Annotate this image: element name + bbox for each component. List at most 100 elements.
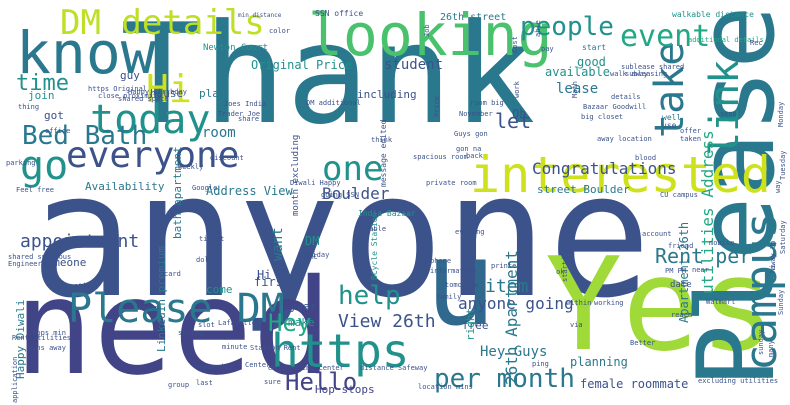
word-hi-lower: hi: [769, 264, 777, 273]
word-tuesday: Tuesday: [779, 150, 787, 180]
word-parking: parking: [6, 159, 36, 167]
word-please-dm: Please DM: [68, 286, 285, 332]
word-lease: lease: [556, 81, 599, 97]
word-better: Better: [630, 339, 656, 347]
word-https-original: https Original: [88, 85, 148, 93]
word-ok: ok: [556, 268, 565, 276]
word-https: https: [271, 324, 410, 378]
word-november: November: [459, 110, 493, 118]
word-sunday-lower: sunday: [757, 329, 765, 355]
word-one: one: [322, 149, 384, 189]
word-big-closet: big closet: [581, 113, 624, 121]
word-walkable-distance: walkable distance: [672, 10, 754, 19]
word-hop-stops: Hop stops: [315, 383, 375, 396]
word-got: got: [44, 109, 64, 122]
word-min-distance: min distance: [238, 12, 282, 19]
word-printer: printer: [491, 262, 521, 270]
word-dm-additional: DM additional: [306, 99, 361, 107]
word-mins-away: mins away: [28, 344, 66, 352]
word-sunday: Sunday: [777, 289, 785, 315]
word-26th-street: 26th street: [440, 12, 507, 23]
word-sure: sure: [264, 378, 281, 386]
word-location-mins: location mins: [418, 383, 473, 391]
word-join: join: [28, 89, 55, 102]
word-share: share: [238, 115, 260, 123]
word-discount: discount: [210, 154, 244, 162]
word-via: via: [570, 321, 583, 329]
word-tomorrow: tomorrow: [445, 281, 479, 289]
word-well: well: [662, 113, 682, 122]
word-rec: Rec: [750, 39, 763, 47]
word-excluding-utilities: excluding utilities: [698, 377, 779, 385]
word-reach: reach: [671, 311, 693, 319]
word-pay: pay: [541, 45, 554, 53]
word-starting: starting: [561, 248, 569, 282]
word-rent-per: Rent per: [655, 244, 752, 268]
word-feel-free: Feel free: [16, 186, 54, 194]
word-today: today: [90, 97, 211, 143]
word-back: back: [466, 152, 483, 160]
word-going-ssn: going SSN: [321, 191, 359, 199]
word-oh: Oh: [512, 107, 527, 121]
word-family: family: [436, 293, 462, 301]
word-use: use: [662, 121, 677, 130]
word-free: free: [462, 319, 489, 332]
word-guys-gon: Guys gon: [454, 130, 488, 138]
word-send: send: [720, 110, 737, 118]
word-bath-apartment: bath apartment: [171, 146, 184, 239]
word-within: within: [566, 299, 592, 307]
word-still: still: [74, 282, 96, 290]
word-umc: UMC: [305, 253, 318, 261]
word-start: start: [582, 43, 607, 52]
word-friday: Friday: [304, 251, 330, 259]
word-know: know: [16, 19, 156, 87]
word-first: first: [254, 275, 291, 289]
word-time: time: [16, 71, 69, 96]
word-working: working: [594, 299, 624, 307]
word-table: Table: [365, 225, 387, 233]
word-u: u: [425, 214, 497, 352]
word-engineering-center: engineering center: [268, 364, 344, 372]
word-trader-joe: Trader Joe: [218, 110, 261, 118]
word-26th-apartment: 26th Apartment: [502, 250, 521, 385]
word-saturday: Saturday: [779, 220, 787, 254]
word-walmart: Walmart: [706, 298, 736, 306]
word-room: room: [202, 125, 236, 141]
word-let: let: [495, 109, 532, 133]
word-details: details: [611, 93, 641, 101]
word-planning: planning: [570, 355, 628, 369]
word-station-rent: Station Rent: [250, 344, 301, 352]
word-right: right: [464, 307, 477, 341]
word-account: account: [642, 230, 672, 238]
word-good: good: [577, 55, 606, 69]
word-center: Center: [245, 361, 271, 369]
word-hey-guys: Hey Guys: [480, 344, 548, 360]
word-come: come: [206, 283, 233, 296]
word-group: group: [168, 381, 190, 389]
word-original-price: Original Price: [251, 58, 353, 72]
word-everyone: everyone: [66, 135, 240, 176]
word-make: make: [288, 316, 315, 329]
word-away-location: away location: [597, 135, 652, 143]
word-bed-bath: Bed Bath: [22, 121, 148, 151]
word-help: help: [338, 281, 401, 311]
word-walk-away: walk away: [610, 70, 648, 78]
word-happening: happening: [195, 363, 233, 371]
word-spacious-room: spacious room: [413, 153, 468, 161]
word-google: Google: [192, 184, 218, 192]
word-linkedin-premium: LinkedIn premium: [155, 246, 168, 352]
word-work: work: [513, 81, 521, 98]
word-someone: someone: [40, 256, 87, 269]
word-per-month: per month: [434, 364, 575, 394]
word-lafayette: Lafayette: [218, 319, 256, 327]
word-additional-details: additional details: [688, 36, 764, 44]
word-event: event: [620, 19, 711, 54]
word-way: way: [774, 180, 782, 193]
word-dollar: dollar: [196, 256, 222, 264]
word-subleasing: subleasing: [625, 70, 668, 78]
word-spring: spring: [178, 329, 204, 337]
word-anyone-going: anyone going: [458, 294, 574, 313]
word-able: able: [534, 20, 542, 37]
word-near: near: [692, 266, 709, 274]
